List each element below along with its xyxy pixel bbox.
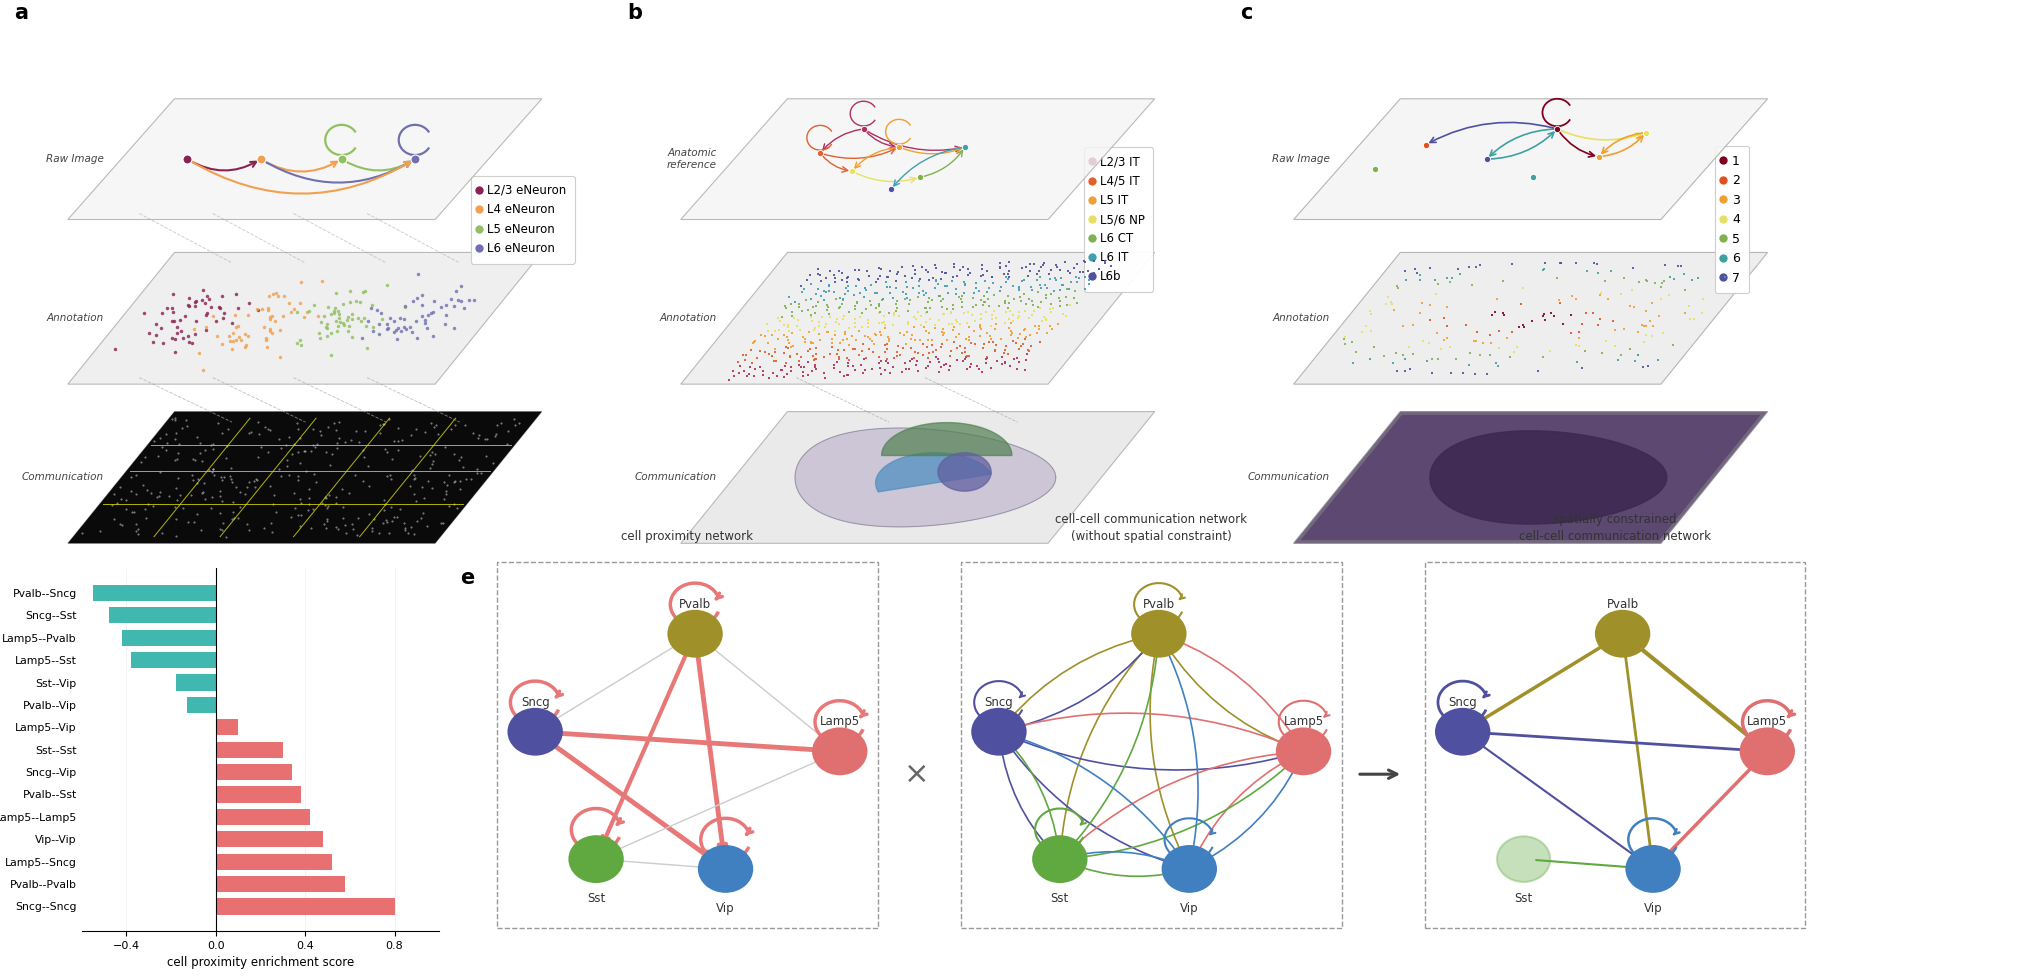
Bar [217,808,311,825]
Title: spatially constrained
cell-cell communication network: spatially constrained cell-cell communic… [1520,514,1710,544]
Circle shape [1277,728,1330,774]
Circle shape [509,709,562,755]
Circle shape [1132,611,1185,657]
Circle shape [699,846,752,892]
Text: Sncg: Sncg [1448,696,1477,709]
Polygon shape [876,453,991,492]
Text: Communication: Communication [1248,472,1330,482]
Text: Sst: Sst [586,892,605,905]
Circle shape [1436,709,1489,755]
Text: ×: × [903,760,930,789]
Polygon shape [938,453,991,491]
Legend: L2/3 IT, L4/5 IT, L5 IT, L5/6 NP, L6 CT, L6 IT, L6b: L2/3 IT, L4/5 IT, L5 IT, L5/6 NP, L6 CT,… [1083,147,1152,292]
X-axis label: cell proximity enrichment score: cell proximity enrichment score [168,956,353,969]
Legend: 1, 2, 3, 4, 5, 6, 7: 1, 2, 3, 4, 5, 6, 7 [1714,146,1749,293]
Polygon shape [67,412,541,543]
Text: Vip: Vip [717,902,735,914]
Bar [92,585,217,601]
Polygon shape [1293,412,1767,543]
Text: Annotation: Annotation [1273,314,1330,323]
Polygon shape [1293,253,1767,384]
Text: Pvalb: Pvalb [678,598,711,611]
Text: Vip: Vip [1645,902,1663,914]
Text: Raw Image: Raw Image [47,154,104,165]
Bar [176,674,217,691]
Polygon shape [883,422,1011,456]
Circle shape [1162,846,1216,892]
Text: Lamp5: Lamp5 [1747,715,1788,728]
Title: cell proximity network: cell proximity network [621,530,754,544]
Text: b: b [627,3,642,23]
Text: Anatomic
reference: Anatomic reference [666,148,717,170]
Polygon shape [67,253,541,384]
Circle shape [1596,611,1649,657]
Text: Annotation: Annotation [660,314,717,323]
Polygon shape [795,428,1056,527]
Text: Sncg: Sncg [521,696,550,709]
Polygon shape [67,412,541,543]
Bar [123,630,217,646]
Polygon shape [680,412,1154,543]
Text: Raw Image: Raw Image [1273,154,1330,165]
Polygon shape [67,99,541,220]
Polygon shape [680,253,1154,384]
Bar [217,764,292,780]
Polygon shape [1293,99,1767,220]
Polygon shape [680,99,1154,220]
Bar [217,831,323,848]
Text: Lamp5: Lamp5 [1283,715,1324,728]
Text: e: e [460,568,474,588]
Circle shape [1626,846,1679,892]
Bar [217,899,394,914]
Polygon shape [1430,431,1667,524]
Text: Communication: Communication [635,472,717,482]
Text: Annotation: Annotation [47,314,104,323]
Text: Lamp5: Lamp5 [819,715,860,728]
Circle shape [972,709,1026,755]
Bar [131,652,217,668]
Bar [217,876,345,892]
Bar [217,854,331,869]
Bar [217,786,300,803]
Bar [186,697,217,713]
Circle shape [668,611,721,657]
Text: Pvalb: Pvalb [1142,598,1175,611]
Text: Vip: Vip [1181,902,1199,914]
Text: Communication: Communication [22,472,104,482]
Text: c: c [1240,3,1252,23]
Polygon shape [1299,415,1761,541]
Text: Sst: Sst [1050,892,1068,905]
Bar [217,719,239,735]
Text: Sst: Sst [1514,892,1532,905]
Circle shape [1498,836,1551,882]
Circle shape [1741,728,1794,774]
Text: Sncg: Sncg [985,696,1013,709]
Title: cell-cell communication network
(without spatial constraint): cell-cell communication network (without… [1056,514,1246,544]
Legend: L2/3 eNeuron, L4 eNeuron, L5 eNeuron, L6 eNeuron: L2/3 eNeuron, L4 eNeuron, L5 eNeuron, L6… [470,175,574,264]
Text: Pvalb: Pvalb [1606,598,1638,611]
Circle shape [570,836,623,882]
Bar [108,608,217,623]
Circle shape [813,728,866,774]
Text: a: a [14,3,29,23]
Bar [217,742,282,758]
Circle shape [1034,836,1087,882]
